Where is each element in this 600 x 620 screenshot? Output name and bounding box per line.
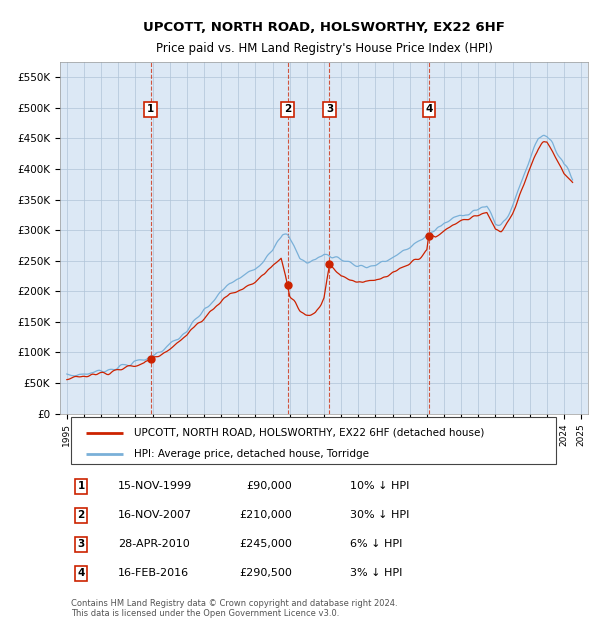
Text: 3: 3: [77, 539, 85, 549]
Text: 4: 4: [425, 104, 433, 115]
Text: 16-FEB-2016: 16-FEB-2016: [118, 569, 189, 578]
Text: 2: 2: [284, 104, 291, 115]
Text: £245,000: £245,000: [239, 539, 292, 549]
FancyBboxPatch shape: [71, 417, 556, 464]
Text: £210,000: £210,000: [239, 510, 292, 520]
Text: 4: 4: [77, 569, 85, 578]
Text: 10% ↓ HPI: 10% ↓ HPI: [350, 481, 410, 491]
Text: UPCOTT, NORTH ROAD, HOLSWORTHY, EX22 6HF: UPCOTT, NORTH ROAD, HOLSWORTHY, EX22 6HF: [143, 21, 505, 34]
Text: 2: 2: [77, 510, 85, 520]
Text: 3: 3: [326, 104, 333, 115]
Text: 16-NOV-2007: 16-NOV-2007: [118, 510, 192, 520]
Text: Contains HM Land Registry data © Crown copyright and database right 2024.
This d: Contains HM Land Registry data © Crown c…: [71, 599, 397, 618]
Text: 1: 1: [147, 104, 154, 115]
Text: 6% ↓ HPI: 6% ↓ HPI: [350, 539, 403, 549]
Text: 3% ↓ HPI: 3% ↓ HPI: [350, 569, 403, 578]
Text: 28-APR-2010: 28-APR-2010: [118, 539, 190, 549]
Text: HPI: Average price, detached house, Torridge: HPI: Average price, detached house, Torr…: [134, 450, 369, 459]
Text: 1: 1: [77, 481, 85, 491]
Text: £90,000: £90,000: [247, 481, 292, 491]
Text: 15-NOV-1999: 15-NOV-1999: [118, 481, 193, 491]
Text: UPCOTT, NORTH ROAD, HOLSWORTHY, EX22 6HF (detached house): UPCOTT, NORTH ROAD, HOLSWORTHY, EX22 6HF…: [134, 428, 484, 438]
Text: Price paid vs. HM Land Registry's House Price Index (HPI): Price paid vs. HM Land Registry's House …: [155, 42, 493, 55]
Text: £290,500: £290,500: [239, 569, 292, 578]
Text: 30% ↓ HPI: 30% ↓ HPI: [350, 510, 410, 520]
